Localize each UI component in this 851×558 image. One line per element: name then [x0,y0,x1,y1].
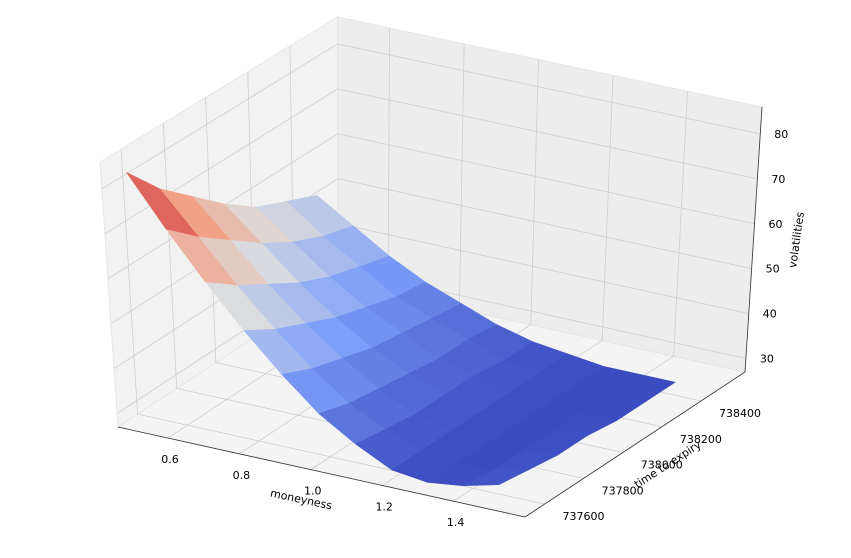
grid-line [530,59,539,325]
z-tick-label: 70 [771,173,785,186]
x-tick-label: 1.0 [304,485,322,498]
grid-line [104,88,338,235]
grid-line [337,43,761,135]
z-tick-label: 80 [774,128,788,141]
x-tick-label: 1.2 [375,500,393,513]
y-tick-label: 738000 [641,459,683,472]
surface-face [463,469,529,487]
axis-line [117,426,526,518]
y-tick-label: 738200 [680,433,722,446]
grid-line [337,178,752,270]
axis-line [744,106,763,373]
z-tick-label: 60 [769,218,783,231]
x-tick-label: 1.4 [447,516,465,529]
z-tick-label: 40 [763,308,777,321]
grid-line [337,88,758,180]
grid-line [120,149,138,415]
grid-line [387,28,391,294]
grid-line [101,43,338,190]
grid-line [673,91,688,357]
grid-line [137,413,545,505]
grid-line [337,133,755,225]
x-tick-label: 0.8 [233,469,251,482]
grid-line [458,43,465,309]
y-tick-label: 737600 [563,510,605,523]
x-tick-label: 0.6 [161,453,179,466]
grid-line [337,223,749,315]
grid-line [162,123,178,389]
grid-line [601,75,614,341]
axis-line [524,371,746,518]
y-tick-label: 737800 [602,484,644,497]
z-axis-label: volatilities [786,211,807,269]
z-tick-label: 30 [760,353,774,366]
x-axis-label: moneyness [269,487,333,513]
y-tick-label: 738400 [719,407,761,420]
z-tick-label: 50 [766,263,780,276]
